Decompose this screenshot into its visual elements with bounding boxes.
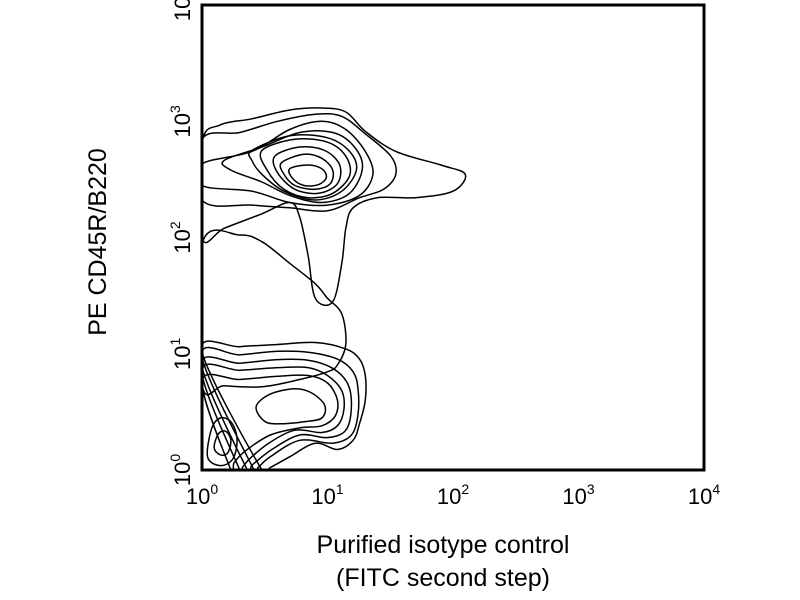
y-axis-label: PE CD45R/B220 — [84, 148, 112, 336]
x-tick-label-3: 103 — [562, 481, 594, 509]
contour-line-1 — [202, 107, 467, 307]
x-tick-labels: 100 101 102 103 104 — [186, 481, 720, 509]
contour-line-11 — [202, 340, 367, 470]
contour-line-8 — [279, 153, 335, 191]
y-tick-labels: 100 101 102 103 104 — [167, 0, 195, 486]
x-tick-label-1: 101 — [311, 481, 343, 509]
x-axis-label-line-1: Purified isotype control — [317, 531, 570, 559]
plot-frame — [200, 3, 706, 472]
contour-line-18 — [213, 430, 232, 457]
contour-line-15 — [202, 373, 339, 470]
contour-line-4 — [221, 130, 364, 204]
x-tick-label-2: 102 — [437, 481, 469, 509]
x-axis-label-line-2: (FITC second step) — [336, 564, 550, 592]
contour-line-14 — [202, 363, 346, 470]
contour-line-16 — [255, 387, 327, 425]
x-tick-label-0: 100 — [186, 481, 218, 509]
contour-line-2 — [202, 112, 398, 212]
contour-line-6 — [259, 138, 352, 199]
y-tick-label-3: 103 — [167, 105, 195, 137]
y-tick-label-4: 104 — [167, 0, 195, 21]
contour-line-10 — [202, 229, 347, 396]
y-tick-label-2: 102 — [167, 221, 195, 253]
x-tick-label-4: 104 — [688, 481, 720, 509]
contour-line-7 — [272, 145, 342, 195]
contour-line-5 — [247, 134, 358, 201]
y-tick-label-1: 101 — [167, 337, 195, 369]
y-tick-label-0: 100 — [167, 454, 195, 486]
contour-line-13 — [202, 356, 353, 470]
contour-line-17 — [206, 416, 238, 467]
contour-lines — [202, 107, 467, 470]
contour-line-12 — [202, 346, 360, 470]
contour-line-9 — [288, 164, 328, 187]
contour-line-3 — [202, 120, 374, 207]
